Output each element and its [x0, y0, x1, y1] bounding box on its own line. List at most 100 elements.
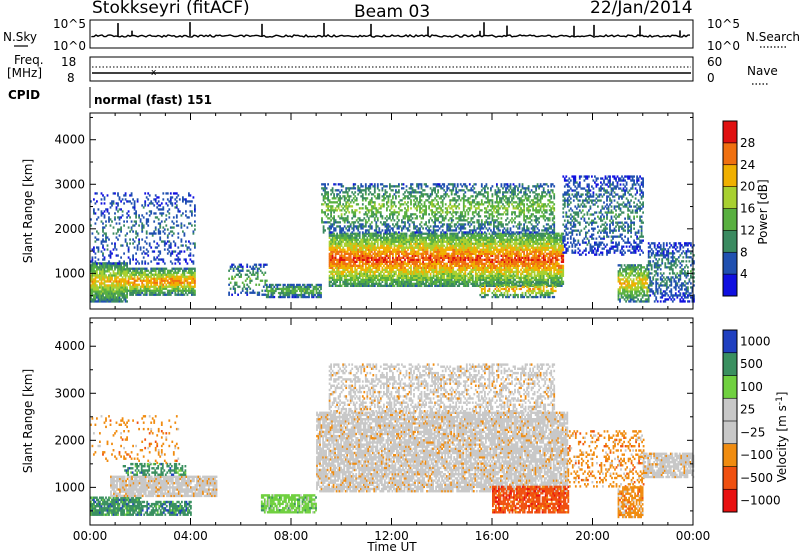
- heatmap-cell: [551, 244, 554, 247]
- heatmap-cell: [535, 274, 537, 277]
- heatmap-cell: [381, 258, 384, 261]
- heatmap-cell: [360, 280, 363, 283]
- nsearch-label: N.Search: [746, 30, 800, 44]
- heatmap-cell: [383, 256, 385, 259]
- heatmap-cell: [144, 279, 147, 282]
- heatmap-cell: [471, 248, 474, 251]
- heatmap-cell: [169, 289, 172, 292]
- heatmap-cell: [90, 268, 92, 271]
- heatmap-cell: [426, 276, 429, 279]
- heatmap-cell: [342, 240, 345, 243]
- heatmap-cell: [376, 266, 379, 269]
- heatmap-cell: [352, 284, 355, 287]
- heatmap-cell: [447, 238, 450, 241]
- heatmap-cell: [514, 260, 516, 263]
- heatmap-cell: [480, 264, 483, 267]
- heatmap-cell: [456, 242, 459, 245]
- heatmap-cell: [471, 250, 474, 253]
- heatmap-cell: [162, 285, 165, 288]
- heatmap-cell: [311, 293, 313, 297]
- heatmap-cell: [291, 291, 294, 295]
- heatmap-cell: [355, 272, 358, 275]
- heatmap-cell: [491, 270, 494, 273]
- heatmap-cell: [559, 252, 562, 255]
- heatmap-cell: [429, 268, 432, 271]
- heatmap-cell: [121, 266, 124, 269]
- heatmap-cell: [458, 272, 461, 275]
- heatmap-cell: [538, 250, 540, 253]
- heatmap-cell: [467, 262, 470, 265]
- heatmap-cell: [336, 234, 338, 237]
- heatmap-cell: [108, 274, 110, 277]
- heatmap-cell: [438, 256, 441, 259]
- heatmap-cell: [467, 266, 470, 269]
- heatmap-cell: [174, 291, 177, 294]
- heatmap-cell: [349, 280, 352, 283]
- heatmap-cell: [410, 242, 412, 245]
- heatmap-cell: [364, 282, 367, 285]
- heatmap-cell: [562, 270, 565, 273]
- heatmap-cell: [247, 275, 250, 278]
- heatmap-cell: [375, 252, 378, 255]
- heatmap-cell: [345, 242, 348, 245]
- heatmap-cell: [334, 250, 337, 253]
- heatmap-cell: [296, 283, 298, 287]
- heatmap-cell: [505, 276, 507, 279]
- heatmap-cell: [373, 246, 376, 249]
- heatmap-cell: [477, 274, 480, 277]
- heatmap-cell: [506, 274, 509, 277]
- heatmap-cell: [518, 254, 521, 257]
- heatmap-cell: [287, 289, 289, 293]
- heatmap-cell: [440, 232, 442, 235]
- heatmap-cell: [497, 276, 500, 279]
- heatmap-cell: [145, 277, 148, 280]
- heatmap-cell: [111, 266, 113, 269]
- heatmap-cell: [389, 274, 391, 277]
- heatmap-cell: [450, 242, 453, 245]
- heatmap-cell: [165, 277, 168, 280]
- heatmap-cell: [502, 248, 504, 251]
- heatmap-cell: [527, 244, 530, 247]
- freq-tick-top: 18: [61, 55, 76, 69]
- heatmap-cell: [390, 238, 393, 241]
- heatmap-cell: [112, 292, 115, 295]
- heatmap-cell: [479, 258, 482, 261]
- heatmap-cell: [340, 274, 343, 277]
- heatmap-cell: [363, 246, 366, 249]
- heatmap-cell: [435, 254, 438, 257]
- heatmap-cell: [535, 282, 537, 285]
- heatmap-cell: [557, 254, 560, 257]
- heatmap-cell: [431, 236, 433, 239]
- heatmap-cell: [429, 256, 432, 259]
- heatmap-cell: [550, 284, 553, 287]
- heatmap-cell: [393, 246, 396, 249]
- heatmap-cell: [243, 283, 246, 286]
- heatmap-cell: [333, 250, 335, 253]
- heatmap-cell: [426, 244, 429, 247]
- heatmap-cell: [363, 236, 366, 239]
- heatmap-cell: [487, 264, 489, 267]
- heatmap-cell: [500, 244, 503, 247]
- heatmap-cell: [387, 242, 390, 245]
- heatmap-cell: [294, 293, 297, 297]
- heatmap-cell: [360, 254, 363, 257]
- heatmap-cell: [480, 238, 483, 241]
- heatmap-cell: [261, 271, 264, 274]
- heatmap-cell: [443, 272, 446, 275]
- heatmap-cell: [346, 240, 349, 243]
- heatmap-cell: [542, 258, 545, 261]
- heatmap-cell: [484, 258, 486, 261]
- heatmap-cell: [157, 291, 160, 294]
- heatmap-cell: [435, 240, 438, 243]
- heatmap-cell: [358, 234, 361, 237]
- heatmap-cell: [100, 276, 103, 279]
- heatmap-cell: [370, 242, 373, 245]
- heatmap-cell: [390, 260, 393, 263]
- heatmap-cell: [262, 273, 265, 276]
- heatmap-cell: [364, 262, 367, 265]
- heatmap-cell: [464, 258, 467, 261]
- heatmap-cell: [538, 236, 540, 239]
- heatmap-cell: [151, 293, 154, 296]
- heatmap-cell: [159, 287, 162, 290]
- heatmap-cell: [379, 240, 382, 243]
